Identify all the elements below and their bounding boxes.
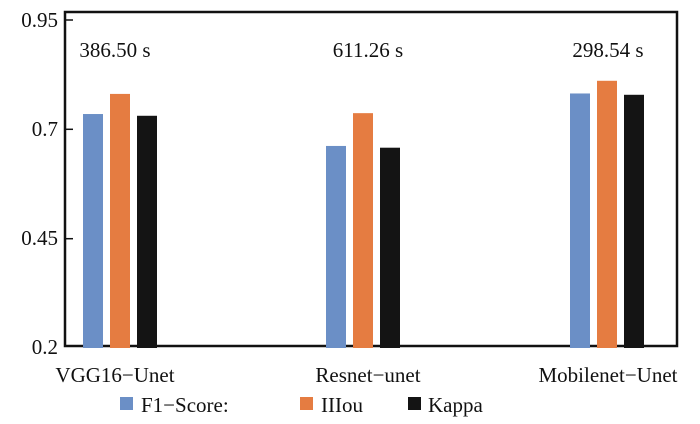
x-tick-label: Resnet−unet bbox=[315, 363, 420, 387]
time-annotation: 611.26 s bbox=[333, 38, 403, 62]
legend: F1−Score: IIIou Kappa bbox=[120, 393, 483, 417]
bar-f1-score bbox=[83, 114, 103, 348]
legend-swatch-iiiou bbox=[300, 397, 313, 410]
y-tick-label: 0.2 bbox=[32, 335, 58, 359]
bar-f1-score bbox=[570, 93, 590, 348]
legend-swatch-kappa bbox=[408, 397, 421, 410]
x-tick-label: VGG16−Unet bbox=[55, 363, 174, 387]
legend-swatch-f1 bbox=[120, 397, 133, 410]
y-axis: 0.95 0.7 0.45 0.2 bbox=[21, 8, 73, 359]
legend-label: IIIou bbox=[321, 393, 363, 417]
bar-kappa bbox=[380, 147, 400, 348]
legend-label: Kappa bbox=[428, 393, 483, 417]
bar-f1-score bbox=[326, 145, 346, 348]
y-tick-label: 0.95 bbox=[21, 8, 58, 32]
y-tick-label: 0.7 bbox=[32, 117, 58, 141]
time-annotation: 386.50 s bbox=[79, 38, 150, 62]
x-axis: VGG16−Unet Resnet−unet Mobilenet−Unet bbox=[55, 363, 677, 387]
data-labels: 386.50 s 611.26 s 298.54 s bbox=[79, 38, 643, 62]
bar-iiiou bbox=[597, 80, 617, 348]
time-annotation: 298.54 s bbox=[572, 38, 643, 62]
y-tick-label: 0.45 bbox=[21, 226, 58, 250]
x-tick-label: Mobilenet−Unet bbox=[539, 363, 678, 387]
bar-iiiou bbox=[110, 93, 130, 348]
bar-iiiou bbox=[353, 113, 373, 348]
bar-kappa bbox=[137, 115, 157, 348]
bar-kappa bbox=[624, 94, 644, 348]
bars bbox=[83, 80, 644, 348]
legend-label: F1−Score: bbox=[141, 393, 229, 417]
